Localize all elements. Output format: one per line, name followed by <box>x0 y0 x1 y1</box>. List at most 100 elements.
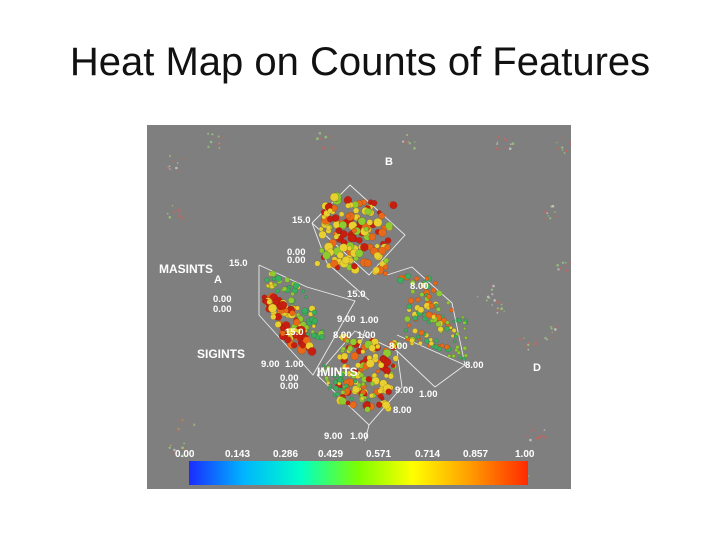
glyph-sphere <box>397 276 404 284</box>
glyph-sphere <box>424 338 430 344</box>
glyph-sphere <box>349 401 357 409</box>
glyph-sphere <box>417 340 423 346</box>
glyph-sphere <box>345 213 351 219</box>
background-glyph <box>503 138 506 141</box>
glyph-sphere <box>287 297 295 304</box>
background-glyph <box>564 149 568 152</box>
glyph-sphere <box>363 259 372 268</box>
color-scale-bar <box>189 461 528 485</box>
glyph-sphere <box>404 315 411 323</box>
background-glyph <box>178 214 181 218</box>
glyph-sphere <box>412 328 418 334</box>
glyph-sphere <box>333 385 339 391</box>
background-glyph <box>181 446 184 450</box>
tick-label: 8.00 <box>333 330 352 341</box>
background-glyph <box>217 135 220 138</box>
glyph-sphere <box>453 339 457 343</box>
background-glyph <box>324 135 328 139</box>
glyph-sphere <box>351 227 358 234</box>
background-glyph <box>556 264 559 267</box>
background-glyph <box>172 454 175 456</box>
glyph-sphere <box>433 344 439 350</box>
glyph-sphere <box>294 305 300 311</box>
glyph-sphere <box>279 330 286 337</box>
scale-tick: 0.571 <box>366 449 391 460</box>
glyph-sphere <box>311 309 318 316</box>
glyph-sphere <box>266 299 272 305</box>
axis-label-imints: IMINTS <box>317 365 358 379</box>
glyph-sphere <box>410 289 416 294</box>
background-glyph <box>549 217 552 220</box>
glyph-sphere <box>314 260 321 267</box>
background-glyph <box>508 147 512 150</box>
background-glyph <box>496 143 498 145</box>
background-glyph <box>413 147 416 150</box>
glyph-sphere <box>446 300 451 305</box>
background-glyph <box>529 438 532 442</box>
background-glyph <box>215 136 217 138</box>
background-glyph <box>322 146 325 150</box>
background-glyph <box>564 264 567 267</box>
glyph-sphere <box>318 226 324 232</box>
axis-label-masints: MASINTS <box>159 262 213 276</box>
tick-label: 8.00 <box>410 281 429 292</box>
background-glyph <box>500 307 504 310</box>
tick-label: 9.00 <box>324 431 343 442</box>
glyph-sphere <box>382 348 392 358</box>
glyph-sphere <box>378 362 385 369</box>
glyph-sphere <box>292 332 299 339</box>
glyph-sphere <box>301 289 306 294</box>
glyph-sphere <box>333 373 338 378</box>
glyph-sphere <box>333 234 340 240</box>
background-glyph <box>490 288 494 291</box>
glyph-sphere <box>455 332 460 336</box>
glyph-sphere <box>341 352 349 360</box>
glyph-sphere <box>363 226 369 232</box>
glyph-sphere <box>407 297 415 304</box>
background-glyph <box>485 299 488 302</box>
glyph-sphere <box>334 391 340 397</box>
glyph-sphere <box>270 313 277 320</box>
glyph-sphere <box>327 208 333 214</box>
background-glyph <box>330 146 332 148</box>
background-glyph <box>491 293 494 296</box>
background-glyph <box>527 343 530 346</box>
glyph-sphere <box>336 251 344 259</box>
background-glyph <box>173 448 176 452</box>
glyph-sphere <box>360 242 369 252</box>
background-glyph <box>565 269 569 272</box>
tick-label: 1.00 <box>419 389 438 400</box>
glyph-sphere <box>355 362 361 369</box>
glyph-sphere <box>464 335 468 340</box>
background-glyph <box>554 211 556 213</box>
glyph-sphere <box>272 282 278 288</box>
background-glyph <box>490 292 492 294</box>
glyph-sphere <box>426 344 431 348</box>
background-glyph <box>316 137 319 141</box>
background-glyph <box>570 144 571 147</box>
background-glyph <box>177 430 179 432</box>
glyph-sphere <box>392 355 399 362</box>
glyph-sphere <box>292 318 301 327</box>
background-glyph <box>176 162 179 164</box>
background-glyph <box>549 325 552 328</box>
background-glyph <box>488 297 491 299</box>
glyph-sphere <box>275 275 282 282</box>
background-glyph <box>518 337 522 341</box>
glyph-sphere <box>456 350 461 355</box>
glyph-sphere <box>353 368 359 373</box>
glyph-sphere <box>426 294 432 300</box>
glyph-sphere <box>265 283 270 288</box>
glyph-sphere <box>322 251 331 260</box>
glyph-sphere <box>385 388 392 395</box>
glyph-sphere <box>461 315 465 319</box>
background-glyph <box>556 141 558 144</box>
background-glyph <box>175 166 178 170</box>
glyph-sphere <box>424 276 430 281</box>
tick-label: 1.00 <box>360 315 379 326</box>
background-glyph <box>166 212 169 215</box>
glyph-sphere <box>378 212 386 220</box>
background-glyph <box>525 345 528 348</box>
glyph-sphere <box>404 334 409 339</box>
glyph-sphere <box>406 303 413 310</box>
